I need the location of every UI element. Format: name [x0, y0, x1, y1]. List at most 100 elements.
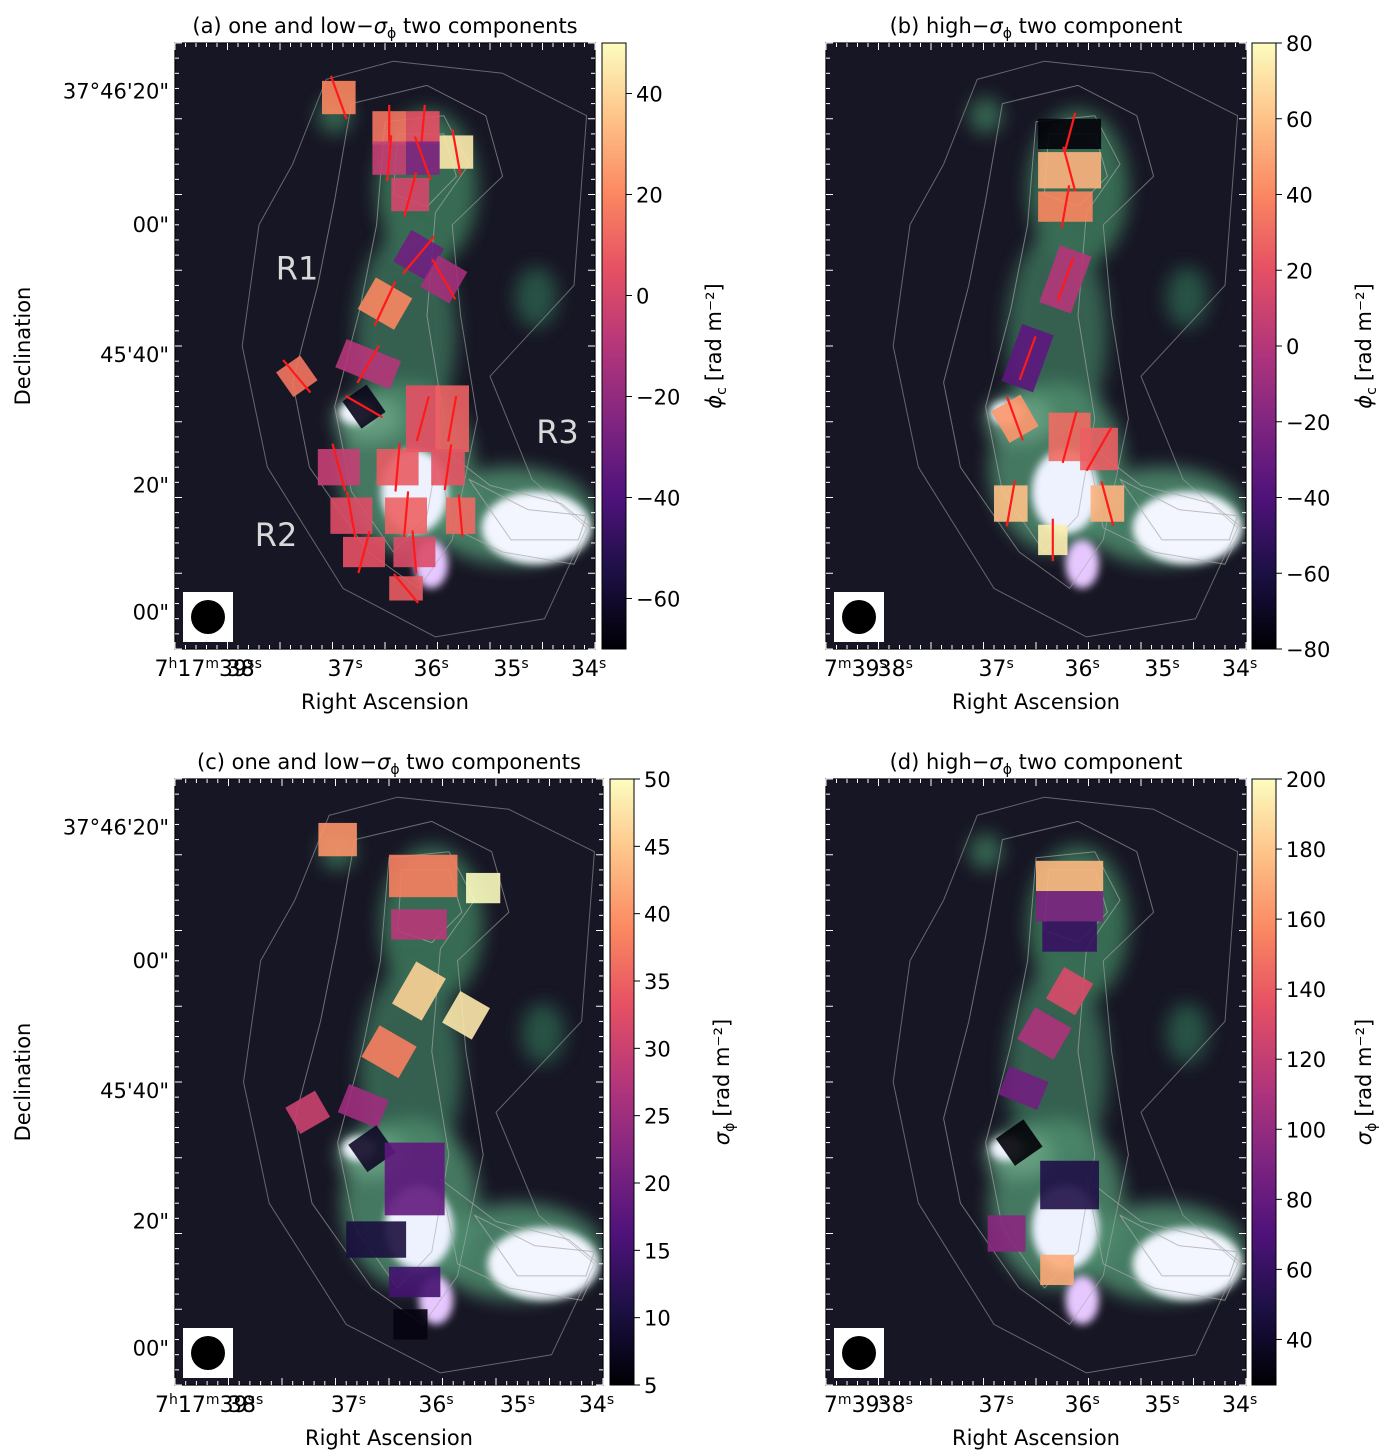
dec-tick-label: 00": [133, 949, 169, 973]
value-cell: [466, 872, 501, 904]
ra-tick-label: 37s: [327, 656, 362, 682]
colorbar-tick-label: 40: [1286, 184, 1313, 208]
contour-line: [1085, 1178, 1243, 1301]
colorbar-tick-label: 15: [644, 1239, 671, 1263]
value-cell: [1036, 860, 1104, 892]
value-cell: [442, 991, 490, 1040]
value-cell: [337, 1084, 389, 1129]
colorbar-tick-label: 45: [644, 835, 671, 859]
polarization-vector: [1100, 480, 1115, 527]
value-cell: [1040, 1160, 1099, 1210]
ra-tick-label: 36s: [1065, 1392, 1100, 1418]
colorbar-tick-label: 50: [644, 768, 671, 792]
panel-title: (d) high−σϕ two component: [890, 750, 1183, 778]
value-cell: [995, 1119, 1043, 1166]
dec-tick-label: 00": [133, 1337, 169, 1361]
x-axis-label: Right Ascension: [305, 1426, 473, 1450]
contour-line: [892, 796, 1239, 1374]
value-cell: [384, 1142, 445, 1216]
polarization-vector: [457, 494, 464, 537]
colorbar-label: ϕc[rad m⁻²]: [702, 283, 730, 408]
polarization-vector: [415, 396, 430, 442]
value-cell: [348, 1125, 396, 1173]
x-axis-label: Right Ascension: [952, 690, 1120, 714]
sky-image: [175, 779, 603, 1385]
colorbar-tick-label: 80: [1286, 32, 1313, 56]
polarization-vector: [1018, 336, 1037, 381]
dec-tick-label: 45'40": [100, 1079, 169, 1103]
colorbar-tick-label: 20: [1286, 259, 1313, 283]
panel-title: (b) high−σϕ two component: [890, 14, 1183, 42]
polarization-vector: [346, 491, 357, 540]
colorbar-tick-label: 200: [1286, 768, 1326, 792]
region-label: R3: [536, 413, 579, 451]
sky-image: [826, 43, 1246, 649]
ra-tick-label: 37s: [978, 656, 1013, 682]
colorbar-tick-label: −40: [636, 487, 680, 511]
sky-image: [175, 43, 595, 649]
polarization-vector: [431, 258, 457, 300]
polarization-vector: [1061, 410, 1078, 464]
dec-tick-label: 45'40": [100, 343, 169, 367]
contour-line: [943, 84, 1155, 589]
bright-emission: [487, 1227, 599, 1301]
polarization-vector: [345, 395, 383, 419]
dec-tick-label: 20": [133, 1209, 169, 1233]
contour-line: [892, 60, 1239, 638]
value-cell: [391, 909, 447, 940]
colorbar-label: ϕc[rad m⁻²]: [1352, 283, 1380, 408]
ra-tick-label: 35s: [1144, 1392, 1179, 1418]
ra-tick-label: 34s: [579, 1392, 614, 1418]
value-cell: [393, 1309, 428, 1340]
colorbar-tick-label: 120: [1286, 1048, 1326, 1072]
colorbar-tick-label: −40: [1286, 487, 1330, 511]
colorbar-tick-label: 40: [1286, 1328, 1313, 1352]
value-cell: [389, 854, 458, 898]
value-cell: [987, 1215, 1026, 1252]
value-cell: [318, 822, 357, 857]
polarization-vector: [1006, 396, 1024, 441]
bright-emission: [1065, 1275, 1099, 1325]
colorbar-label: σϕ[rad m⁻²]: [1352, 1019, 1380, 1145]
bright-emission: [1132, 491, 1242, 565]
ra-tick-label: 37s: [978, 1392, 1013, 1418]
ra-tick-label: 38s: [878, 656, 913, 682]
colorbar: [609, 778, 635, 1386]
colorbar-tick-label: 20: [644, 1172, 671, 1196]
contour-line: [1085, 442, 1243, 565]
ra-tick-label: 34s: [1222, 1392, 1257, 1418]
beam-ellipse: [191, 600, 225, 634]
contour-line: [243, 796, 595, 1374]
colorbar-tick-label: 100: [1286, 1118, 1326, 1142]
polarization-vector: [373, 281, 397, 327]
dec-tick-label: 00": [133, 601, 169, 625]
polarization-vector: [402, 491, 410, 541]
colorbar-tick-label: −60: [636, 588, 680, 612]
polarization-vector: [386, 135, 393, 182]
colorbar-tick-label: 40: [644, 903, 671, 927]
value-cell: [1045, 966, 1094, 1016]
beam-ellipse: [842, 600, 876, 634]
polarization-vector: [393, 573, 419, 604]
polarization-vector: [443, 444, 453, 491]
panel-title: (a) one and low−σϕ two components: [192, 14, 577, 42]
colorbar-tick-label: 180: [1286, 838, 1326, 862]
polarization-vector: [402, 235, 436, 275]
polarization-vector: [357, 530, 371, 574]
emission-blob: [521, 1003, 565, 1064]
x-axis-label: Right Ascension: [301, 690, 469, 714]
ra-tick-label: 34s: [1222, 656, 1257, 682]
colorbar-tick-label: 40: [636, 83, 663, 107]
value-cell: [1042, 921, 1097, 952]
ra-tick-label: 38s: [227, 656, 262, 682]
colorbar-tick-label: 5: [644, 1374, 657, 1398]
colorbar: [1251, 778, 1277, 1386]
polarization-vector: [282, 359, 312, 394]
colorbar-tick-label: 80: [1286, 1188, 1313, 1212]
value-cell: [1017, 1007, 1072, 1060]
value-cell: [1036, 891, 1104, 922]
polarization-vector: [329, 75, 348, 120]
bright-emission: [1065, 539, 1099, 589]
